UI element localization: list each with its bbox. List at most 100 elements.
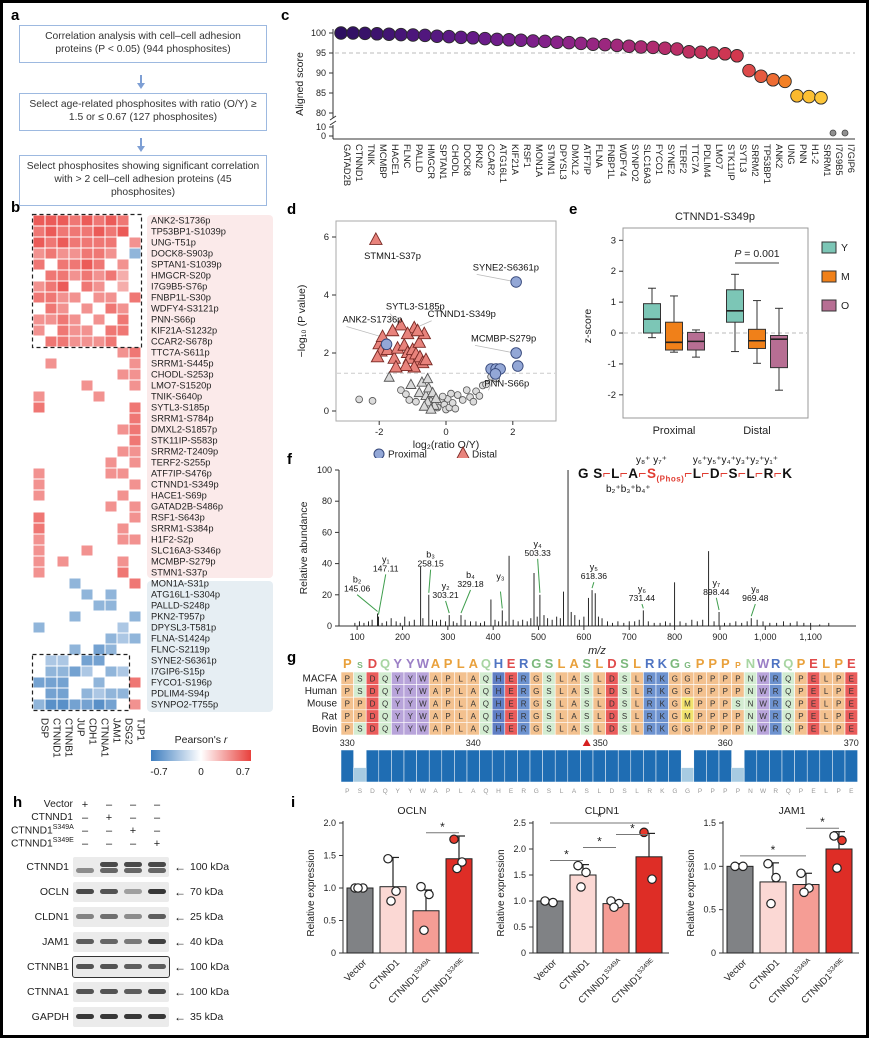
svg-text:H: H — [496, 725, 502, 734]
svg-text:L: L — [824, 700, 829, 709]
svg-text:OCLN: OCLN — [397, 805, 426, 817]
svg-text:SRRM1: SRRM1 — [822, 144, 832, 177]
svg-text:Bovin: Bovin — [312, 724, 337, 735]
blot-row-ctnnb1: CTNNB1 ← 100 kDa — [11, 954, 296, 979]
svg-text:L: L — [822, 656, 830, 671]
svg-text:SRRM1-S784p: SRRM1-S784p — [151, 414, 214, 424]
svg-text:0: 0 — [327, 621, 332, 631]
svg-text:R: R — [647, 687, 653, 696]
svg-text:−log₁₀ (P value): −log₁₀ (P value) — [296, 285, 308, 358]
blot-row-ocln: OCLN ← 70 kDa — [11, 879, 296, 904]
svg-text:K: K — [660, 712, 666, 721]
svg-text:y₇: y₇ — [713, 578, 721, 588]
svg-text:PALLD-S248p: PALLD-S248p — [151, 601, 210, 611]
svg-text:P: P — [345, 674, 350, 683]
svg-text:DPYSL3: DPYSL3 — [558, 144, 568, 180]
blot-row-cldn1: CLDN1 ← 25 kDa — [11, 904, 296, 929]
svg-text:L: L — [559, 700, 564, 709]
svg-text:CTNND1: CTNND1 — [51, 718, 62, 758]
svg-text:G: G — [533, 674, 539, 683]
svg-text:STK11IP-S583p: STK11IP-S583p — [151, 436, 218, 446]
svg-text:S: S — [585, 788, 590, 795]
svg-text:A: A — [431, 656, 441, 671]
svg-text:CLDN1: CLDN1 — [585, 805, 620, 817]
svg-text:P: P — [710, 725, 715, 734]
svg-text:6: 6 — [324, 232, 329, 243]
svg-text:2: 2 — [324, 348, 329, 359]
svg-text:E: E — [507, 656, 516, 671]
svg-text:N: N — [748, 712, 754, 721]
svg-text:HMGCR-S20p: HMGCR-S20p — [151, 271, 211, 281]
svg-text:2: 2 — [611, 266, 616, 277]
svg-text:A: A — [471, 725, 477, 734]
svg-text:A: A — [571, 674, 577, 683]
svg-text:A: A — [433, 687, 439, 696]
svg-text:S: S — [584, 725, 589, 734]
svg-text:Mouse: Mouse — [307, 699, 337, 710]
svg-text:SRRM1-S445p: SRRM1-S445p — [151, 359, 214, 369]
svg-text:CTNND1-S349p: CTNND1-S349p — [428, 308, 496, 319]
svg-text:S: S — [622, 687, 627, 696]
svg-text:W: W — [757, 656, 770, 671]
svg-text:L: L — [458, 725, 463, 734]
svg-text:S: S — [547, 788, 552, 795]
svg-text:D: D — [609, 700, 615, 709]
svg-text:D: D — [368, 656, 377, 671]
svg-text:Relative abundance: Relative abundance — [298, 501, 310, 594]
svg-text:L: L — [597, 788, 601, 795]
svg-text:Q: Q — [785, 712, 791, 721]
svg-text:200: 200 — [395, 632, 410, 642]
svg-text:Y: Y — [408, 725, 414, 734]
svg-text:258.15: 258.15 — [417, 559, 444, 569]
svg-text:E: E — [508, 674, 513, 683]
svg-text:PALLD: PALLD — [414, 144, 424, 173]
svg-text:1: 1 — [611, 297, 616, 308]
svg-text:Q: Q — [382, 687, 388, 696]
svg-text:Proximal: Proximal — [388, 450, 427, 459]
svg-text:-2: -2 — [375, 427, 383, 438]
svg-text:SYNPO2: SYNPO2 — [630, 144, 640, 182]
svg-text:R: R — [521, 712, 527, 721]
svg-text:A: A — [571, 712, 577, 721]
svg-text:H: H — [496, 700, 502, 709]
svg-text:80: 80 — [322, 496, 332, 506]
svg-text:P: P — [708, 656, 717, 671]
svg-text:S: S — [546, 725, 551, 734]
svg-text:CTNNB1: CTNNB1 — [63, 718, 74, 757]
svg-text:329.18: 329.18 — [457, 579, 484, 589]
svg-text:R: R — [771, 656, 781, 671]
svg-text:L: L — [597, 674, 602, 683]
svg-text:CTNND1-S349p: CTNND1-S349p — [675, 211, 755, 223]
svg-text:G: G — [533, 700, 539, 709]
svg-text:P: P — [836, 725, 841, 734]
svg-text:0: 0 — [198, 767, 204, 778]
svg-text:Aligned score: Aligned score — [294, 52, 306, 116]
bar-chart-ocln: OCLN 0 0.5 1.0 1.5 2.0 Vector CTNND1 CTNND1S349A… — [303, 803, 489, 1035]
svg-text:L: L — [459, 788, 463, 795]
svg-text:Y: Y — [393, 656, 402, 671]
svg-text:R: R — [647, 712, 653, 721]
svg-text:D: D — [609, 712, 615, 721]
svg-text:ANK2-S1736p: ANK2-S1736p — [151, 216, 210, 226]
svg-text:R: R — [773, 712, 779, 721]
svg-text:SYNE2: SYNE2 — [666, 144, 676, 175]
svg-text:Q: Q — [785, 687, 791, 696]
svg-text:P: P — [444, 656, 453, 671]
svg-text:P: P — [735, 674, 740, 683]
svg-text:SLC16A3: SLC16A3 — [642, 144, 652, 184]
svg-text:Y: Y — [395, 700, 401, 709]
svg-text:W: W — [420, 788, 427, 795]
svg-text:JUP: JUP — [75, 718, 86, 737]
panel-label-d: d — [287, 201, 297, 218]
svg-text:P: P — [836, 674, 841, 683]
svg-text:P: P — [357, 700, 362, 709]
blot-condition-row: CTNND1S349E – – – + — [11, 837, 161, 850]
svg-text:DSP: DSP — [39, 718, 50, 739]
svg-text:D: D — [370, 725, 376, 734]
svg-text:P: P — [445, 687, 450, 696]
svg-text:SLC16A3-S346p: SLC16A3-S346p — [151, 546, 221, 556]
svg-text:303.21: 303.21 — [432, 590, 459, 600]
svg-text:0.5: 0.5 — [703, 905, 716, 915]
svg-text:P: P — [710, 712, 715, 721]
svg-text:TJP1: TJP1 — [135, 718, 146, 741]
